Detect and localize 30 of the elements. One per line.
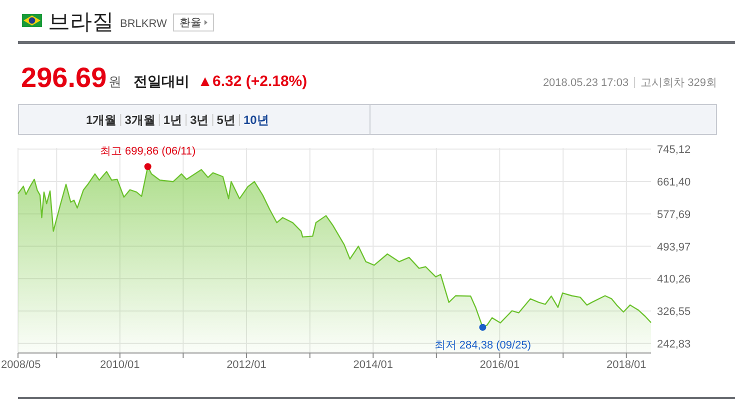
text: ▲6.32 (+2.18%) [198,73,308,90]
text: 3개월 [124,113,156,127]
chart-subtitle: BRLKRW [120,18,168,30]
text: 10년 [243,113,269,127]
y-tick-label: 745,12 [657,144,691,156]
y-tick-label: 242,83 [657,338,691,350]
y-tick-label: 493,97 [657,241,691,254]
text: 고시회차 329회 [640,77,717,89]
chart-title: 브라질 [48,9,114,34]
x-tick-label: 2010/01 [100,359,140,371]
x-tick-label: 2016/01 [480,359,520,371]
annotation: 최저 284,38 (09/25) [434,339,532,352]
text: 전일대비 [134,73,190,89]
text: 1년 [163,113,182,127]
y-tick-label: 326,55 [657,306,691,318]
text: 3년 [190,113,209,127]
x-tick-label: 2012/01 [226,359,266,371]
text: 원 [108,74,122,89]
y-tick-label: 661,40 [657,176,691,188]
text: 296.69 [21,62,107,93]
text: 5년 [216,113,236,127]
x-tick-label: 2014/01 [353,359,394,371]
text: 1개월 [86,113,117,127]
y-tick-label: 410,26 [657,274,691,286]
x-tick-label: 2008/05 [1,359,41,371]
x-tick-label: 2018/01 [606,359,646,371]
text: 환율 [179,17,202,29]
text: 2018.05.23 17:03 [542,77,629,89]
annotation: 최고 699,86 (06/11) [100,146,196,158]
y-tick-label: 577,69 [657,208,691,221]
